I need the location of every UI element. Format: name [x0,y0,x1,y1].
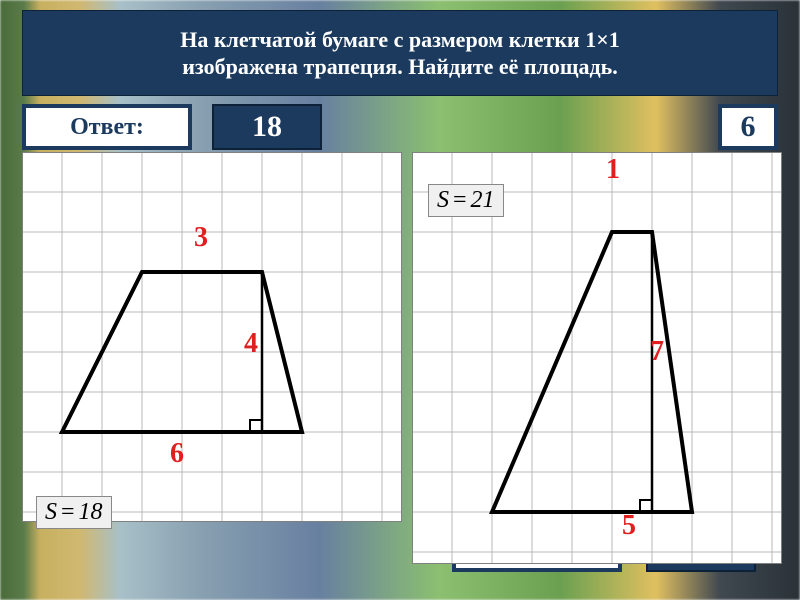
dim-left-bottom: 6 [170,438,184,470]
header-line2: изображена трапеция. Найдите её площадь. [182,53,618,81]
answer-value-left: 18 [212,104,322,150]
content-area: Ответ: 18 6 Ответ: 21 S=18 S=21 3 4 6 1 … [22,96,778,582]
dim-right-height: 7 [650,336,664,368]
formula-right: S=21 [428,184,504,217]
dim-left-top: 3 [194,222,208,254]
formula-val: 21 [471,187,495,213]
left-grid-svg [22,152,402,522]
formula-val: 18 [79,499,103,525]
dim-right-top: 1 [606,154,620,186]
equals-sign: = [61,499,75,525]
task-header: На клетчатой бумаге с размером клетки 1×… [22,10,778,96]
slide-number: 6 [718,104,778,150]
formula-var: S [45,499,57,525]
formula-left: S=18 [36,496,112,529]
dim-right-bottom: 5 [622,510,636,542]
equals-sign: = [453,187,467,213]
answer-label-left: Ответ: [22,104,192,150]
dim-left-height: 4 [244,328,258,360]
left-grid [22,152,402,522]
formula-var: S [437,187,449,213]
header-line1: На клетчатой бумаге с размером клетки 1×… [180,26,619,54]
